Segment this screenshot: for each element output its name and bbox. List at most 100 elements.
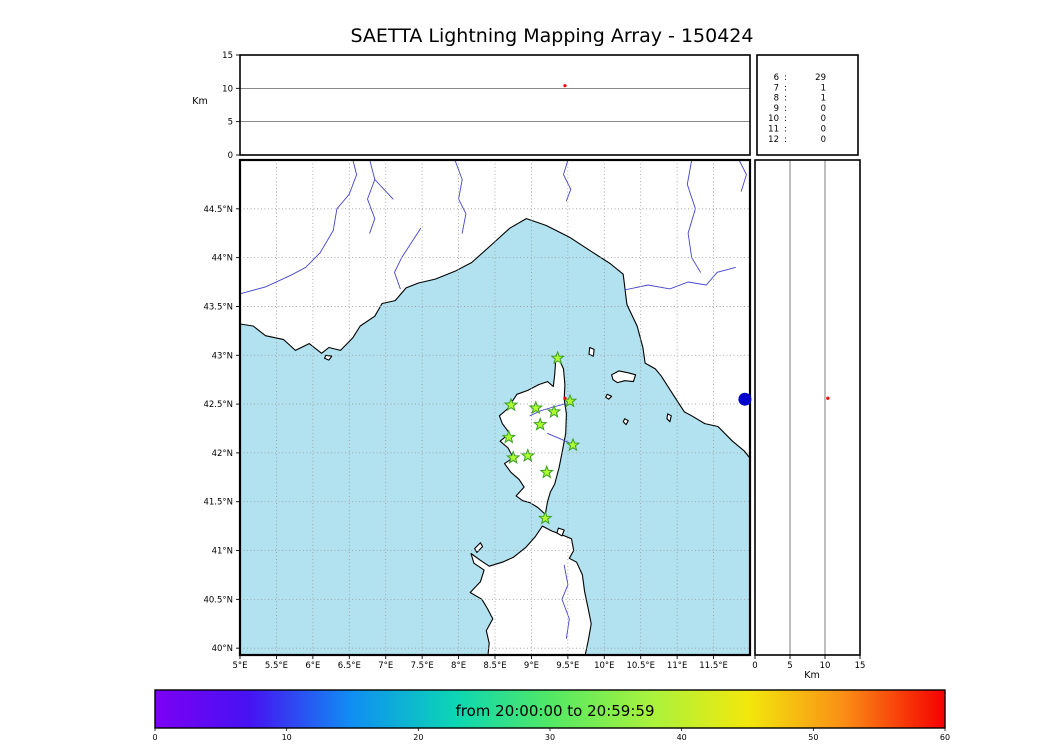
lat-tick-label: 42.5°N (203, 400, 233, 410)
profile-tick-label: 5 (787, 661, 792, 671)
lon-tick-label: 8°E (451, 661, 466, 671)
lon-tick-label: 11.5°E (699, 661, 728, 671)
colorbar (154, 689, 946, 729)
lon-tick-label: 7.5°E (411, 661, 434, 671)
lat-tick-label: 40°N (212, 644, 233, 654)
lat-tick-label: 42°N (212, 449, 233, 459)
count-row-value: 0 (821, 104, 826, 114)
altitude-profile-panel-border (754, 159, 861, 656)
river-arno (624, 266, 736, 291)
count-row-separator: : (784, 104, 787, 114)
river-golo (529, 403, 565, 417)
lon-tick-label: 6.5°E (338, 661, 361, 671)
lon-tick-label: 11°E (667, 661, 687, 671)
river-trebbia (563, 160, 572, 202)
colorbar-tick-label: 50 (808, 733, 818, 742)
lon-tick-label: 8.5°E (483, 661, 506, 671)
altitude-tick-label: 15 (222, 51, 233, 61)
lma-station-marker (505, 450, 521, 464)
map-overlays (738, 392, 752, 406)
colorbar-label: from 20:00:00 to 20:59:59 (455, 702, 654, 720)
colorbar-ticks: 0 10 20 30 40 50 60 (152, 728, 950, 742)
river-reno (686, 160, 701, 273)
figure-title: SAETTA Lightning Mapping Array - 150424 (351, 25, 754, 47)
land-porquerolles (323, 354, 333, 361)
station-count-panel-border (756, 54, 859, 156)
colorbar-tick-label: 40 (677, 733, 687, 742)
count-row-separator: : (784, 125, 787, 135)
river-ubaye-branch (374, 179, 394, 200)
lon-tick-label: 9.5°E (556, 661, 579, 671)
land-capraia (588, 346, 595, 357)
count-row-stations: 9 (774, 104, 779, 114)
count-row-value: 0 (821, 135, 826, 145)
lon-tick-label: 10°E (594, 661, 614, 671)
source-dot-profile (826, 396, 830, 400)
altitude-time-panel (240, 84, 750, 123)
lon-tick-label: 9°E (524, 661, 539, 671)
map-panel-border (238, 158, 752, 657)
lma-station-marker (538, 510, 553, 525)
altitude-panel-border (239, 54, 751, 156)
lma-station-marker (520, 448, 536, 462)
lma-station-marker (539, 464, 554, 479)
lma-station-marker (532, 416, 548, 431)
lat-tick-label: 41.5°N (203, 498, 233, 508)
colorbar-tick-label: 10 (282, 733, 292, 742)
profile-tick-label: 15 (855, 661, 866, 671)
altitude-tick-label: 0 (228, 151, 233, 161)
count-row-separator: : (784, 114, 787, 124)
land-pianosa (605, 393, 613, 400)
lat-tick-label: 41°N (212, 547, 233, 557)
lon-tick-label: 10.5°E (626, 661, 655, 671)
count-row-separator: : (784, 83, 787, 93)
altitude-panel-bg (240, 55, 750, 155)
colorbar-tick-label: 30 (545, 733, 555, 742)
altitude-axis-label: Km (192, 96, 207, 107)
lma-station-marker (501, 429, 517, 444)
lat-tick-label: 44°N (212, 254, 233, 264)
count-row-stations: 6 (774, 73, 779, 83)
count-row-stations: 12 (768, 135, 779, 145)
colorbar-tick-label: 20 (413, 733, 423, 742)
count-row-stations: 10 (768, 114, 779, 124)
lon-tick-label: 5°E (232, 661, 247, 671)
count-row-stations: 8 (774, 94, 779, 104)
profile-tick-label: 0 (752, 661, 757, 671)
lat-tick-label: 43°N (212, 351, 233, 361)
axis-ticks: 00551010151544.5°N44°N43.5°N43°N42.5°N42… (203, 51, 865, 671)
blue-edge-marker (738, 392, 752, 406)
count-row-value: 0 (821, 125, 826, 135)
altitude-profile-panel-bg (755, 160, 860, 655)
lma-station-marker (528, 400, 544, 415)
count-row-stations: 11 (768, 125, 779, 135)
land-asinara (474, 542, 484, 554)
lat-tick-label: 44.5°N (203, 205, 233, 215)
lat-tick-label: 40.5°N (203, 595, 233, 605)
colorbar-tick-label: 0 (152, 733, 157, 742)
land-montecristo (622, 418, 629, 426)
source-dot-map (563, 396, 567, 400)
lon-tick-label: 6°E (305, 661, 320, 671)
river-ubaye (367, 160, 376, 234)
colorbar-tick-label: 60 (940, 733, 950, 742)
map-panel (240, 160, 750, 655)
land-maddalena (556, 527, 565, 537)
count-row-value: 1 (821, 83, 826, 93)
lon-tick-label: 7°E (378, 661, 393, 671)
lon-tick-label: 5.5°E (265, 661, 288, 671)
altitude-tick-label: 10 (222, 84, 233, 94)
lat-tick-label: 43.5°N (203, 302, 233, 312)
count-row-value: 1 (821, 94, 826, 104)
count-row-separator: : (784, 73, 787, 83)
count-row-value: 0 (821, 114, 826, 124)
lma-station-marker (565, 437, 581, 452)
source-dot-altitude (563, 84, 567, 88)
count-row-value: 29 (815, 73, 826, 83)
lma-station-marker (503, 397, 519, 412)
river-tavignano (547, 432, 571, 444)
profile-tick-label: 10 (820, 661, 831, 671)
altitude-tick-label: 5 (228, 118, 233, 128)
altitude-profile-panel (789, 160, 830, 655)
